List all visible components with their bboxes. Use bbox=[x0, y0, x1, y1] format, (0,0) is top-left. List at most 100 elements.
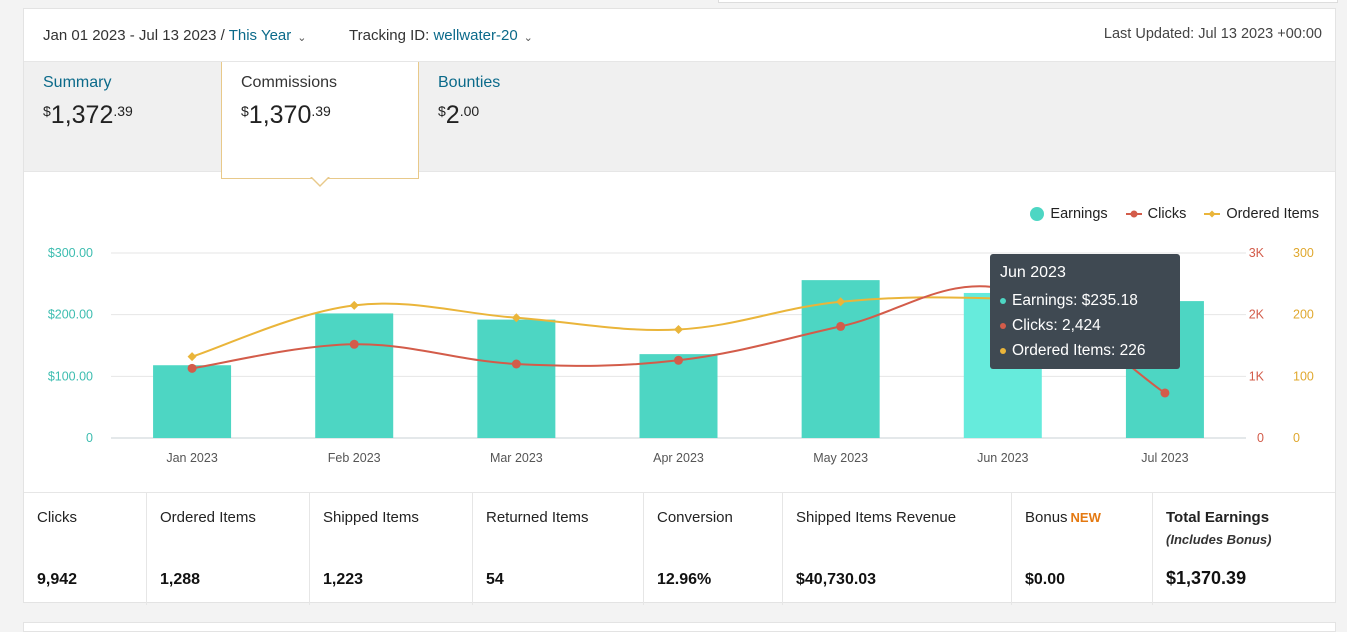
y-tick-left: $200.00 bbox=[48, 308, 93, 322]
currency-symbol: $ bbox=[43, 103, 51, 119]
x-tick-label: Jan 2023 bbox=[166, 451, 217, 465]
tooltip-earnings: Earnings: $235.18 bbox=[1012, 292, 1138, 309]
stat-bonus: Bonus NEW $0.00 bbox=[1012, 493, 1153, 605]
stat-label: Returned Items bbox=[486, 509, 589, 526]
tracking-id-label: Tracking ID: bbox=[349, 27, 430, 44]
ordered-items-point[interactable] bbox=[511, 313, 521, 323]
legend-earnings-label: Earnings bbox=[1050, 206, 1108, 222]
tooltip-earnings-row: Earnings: $235.18 bbox=[1000, 288, 1170, 313]
currency-symbol: $ bbox=[438, 103, 446, 119]
amount-whole: 2 bbox=[445, 101, 460, 129]
earnings-chart: Earnings Clicks Ordered Items 0 0 0 $100.00… bbox=[24, 172, 1337, 492]
legend-ordered-items-marker bbox=[1204, 210, 1221, 218]
stat-value: $0.00 bbox=[1025, 571, 1066, 588]
stat-ordered-items: Ordered Items 1,288 bbox=[147, 493, 310, 605]
next-panel-edge bbox=[23, 622, 1336, 632]
date-range-filter[interactable]: Jan 01 2023 - Jul 13 2023 / This Year ⌄ bbox=[43, 27, 306, 44]
stat-value: 1,223 bbox=[323, 571, 364, 588]
x-tick-label: Mar 2023 bbox=[490, 451, 543, 465]
currency-symbol: $ bbox=[241, 103, 249, 119]
stat-label: Clicks bbox=[37, 509, 77, 526]
y-tick-items: 0 bbox=[1293, 431, 1300, 445]
tooltip-earnings-dot bbox=[1000, 297, 1006, 304]
y-tick-clicks: 1K bbox=[1249, 369, 1265, 383]
ordered-items-point[interactable] bbox=[187, 352, 197, 362]
y-tick-left: $300.00 bbox=[48, 246, 93, 260]
y-tick-clicks: 2K bbox=[1249, 308, 1265, 322]
tooltip-clicks-row: Clicks: 2,424 bbox=[1000, 313, 1170, 338]
stat-clicks: Clicks 9,942 bbox=[24, 493, 147, 605]
clicks-point[interactable] bbox=[674, 355, 683, 365]
stat-shipped-items: Shipped Items 1,223 bbox=[310, 493, 473, 605]
amount-cents: .39 bbox=[311, 103, 331, 119]
legend-earnings[interactable]: Earnings bbox=[1030, 206, 1108, 222]
stat-returned-items: Returned Items 54 bbox=[473, 493, 644, 605]
stat-value: 54 bbox=[486, 571, 504, 588]
date-range-text: Jan 01 2023 - Jul 13 2023 / bbox=[43, 27, 225, 44]
stat-value: $1,370.39 bbox=[1166, 568, 1247, 588]
legend-clicks-label: Clicks bbox=[1147, 206, 1187, 222]
period-link[interactable]: This Year bbox=[228, 27, 292, 44]
x-tick-label: Jul 2023 bbox=[1141, 451, 1188, 465]
tooltip-clicks-dot bbox=[1000, 322, 1006, 329]
stat-label: Ordered Items bbox=[160, 509, 256, 526]
y-tick-items: 100 bbox=[1293, 369, 1314, 383]
legend-ordered-items[interactable]: Ordered Items bbox=[1204, 206, 1319, 222]
stat-total-earnings: Total Earnings (Includes Bonus) $1,370.3… bbox=[1153, 493, 1335, 605]
amount-whole: 1,370 bbox=[248, 101, 312, 129]
x-tick-label: Feb 2023 bbox=[328, 451, 381, 465]
stat-label: Total Earnings bbox=[1166, 509, 1270, 526]
y-tick-items: 200 bbox=[1293, 308, 1314, 322]
legend-clicks[interactable]: Clicks bbox=[1125, 206, 1187, 222]
earnings-bar[interactable] bbox=[639, 354, 718, 438]
tooltip-ordered-dot bbox=[1000, 347, 1006, 354]
last-updated: Last Updated: Jul 13 2023 +00:00 bbox=[1103, 26, 1322, 42]
stat-value: 1,288 bbox=[160, 571, 201, 588]
earnings-report-card: Jan 01 2023 - Jul 13 2023 / This Year ⌄ T… bbox=[23, 8, 1337, 605]
y-tick-clicks: 0 bbox=[1257, 431, 1264, 445]
summary-amount: $1,372.39 bbox=[43, 101, 202, 130]
y-tick-left: 0 bbox=[86, 431, 93, 445]
earnings-bar[interactable] bbox=[315, 313, 394, 438]
clicks-point[interactable] bbox=[187, 363, 197, 373]
clicks-point[interactable] bbox=[836, 321, 846, 331]
stat-value: 12.96% bbox=[657, 571, 712, 588]
ordered-items-point[interactable] bbox=[836, 297, 846, 307]
tooltip-ordered: Ordered Items: 226 bbox=[1012, 342, 1146, 359]
tracking-id-filter[interactable]: Tracking ID: wellwater-20 ⌄ bbox=[349, 27, 533, 44]
tab-summary[interactable]: Summary $1,372.39 bbox=[24, 62, 221, 173]
stat-shipped-items-revenue: Shipped Items Revenue $40,730.03 bbox=[783, 493, 1012, 605]
commissions-amount: $1,370.39 bbox=[241, 101, 399, 130]
summary-tabs: Summary $1,372.39 Commissions $1,370.39 … bbox=[24, 61, 1335, 179]
stat-conversion: Conversion 12.96% bbox=[644, 493, 783, 605]
x-tick-label: Apr 2023 bbox=[653, 451, 704, 465]
x-tick-label: May 2023 bbox=[813, 451, 868, 465]
active-tab-caret-fill bbox=[311, 176, 329, 185]
stat-label-text: Bonus bbox=[1025, 509, 1068, 526]
legend-clicks-marker bbox=[1125, 210, 1142, 218]
clicks-point[interactable] bbox=[1160, 388, 1170, 398]
tab-commissions[interactable]: Commissions $1,370.39 bbox=[221, 62, 419, 179]
clicks-point[interactable] bbox=[349, 339, 359, 349]
stats-summary-row: Clicks 9,942 Ordered Items 1,288 Shipped… bbox=[24, 492, 1335, 605]
legend-earnings-marker bbox=[1030, 207, 1045, 221]
ordered-items-point[interactable] bbox=[674, 324, 683, 334]
stat-label: Shipped Items Revenue bbox=[796, 509, 957, 526]
earnings-bar[interactable] bbox=[153, 365, 232, 438]
chart-legend: Earnings Clicks Ordered Items bbox=[1030, 206, 1319, 222]
tab-bounties[interactable]: Bounties $2.00 bbox=[419, 62, 616, 173]
chevron-down-icon[interactable]: ⌄ bbox=[523, 32, 533, 44]
earnings-bar[interactable] bbox=[477, 319, 556, 438]
amount-cents: .39 bbox=[113, 103, 133, 119]
stat-sub-label: (Includes Bonus) bbox=[1166, 532, 1272, 547]
tracking-id-value[interactable]: wellwater-20 bbox=[433, 27, 518, 44]
tab-summary-label: Summary bbox=[43, 74, 112, 91]
y-tick-clicks: 3K bbox=[1249, 246, 1265, 260]
earnings-bar[interactable] bbox=[801, 280, 880, 438]
ordered-items-point[interactable] bbox=[349, 300, 359, 310]
amount-whole: 1,372 bbox=[50, 101, 114, 129]
stat-value: $40,730.03 bbox=[796, 571, 877, 588]
bounties-amount: $2.00 bbox=[438, 101, 597, 130]
chevron-down-icon[interactable]: ⌄ bbox=[297, 32, 307, 44]
clicks-point[interactable] bbox=[511, 359, 521, 369]
